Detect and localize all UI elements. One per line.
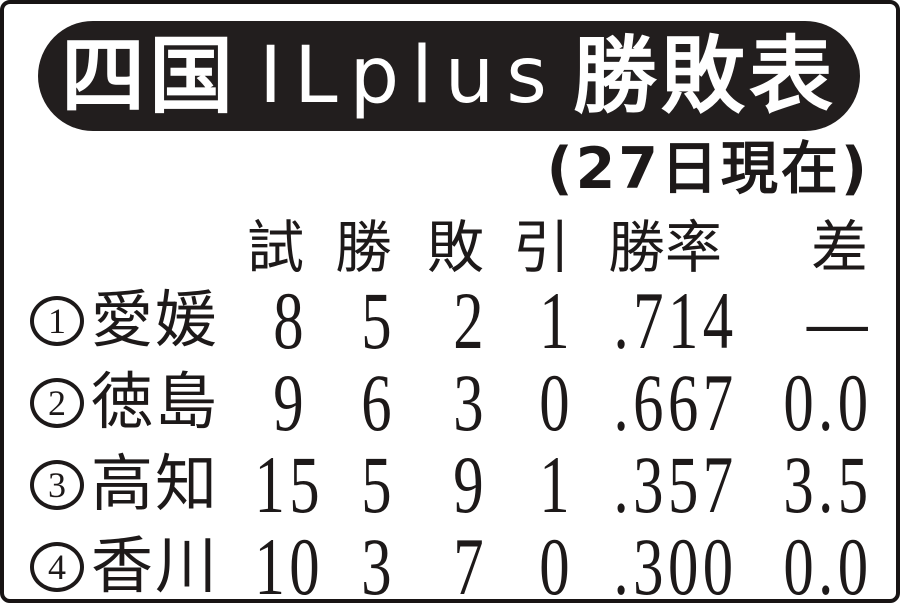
title-kanji-right: 勝敗表 xyxy=(572,27,837,125)
cell-pct: .714 xyxy=(613,275,738,366)
rank-badge: 1 xyxy=(30,296,84,346)
cell-draws: 1 xyxy=(539,439,574,530)
team-row-kochi: 3 高知 15 5 9 1 .357 3.5 xyxy=(30,444,868,526)
cell-losses: 7 xyxy=(453,521,488,603)
cell-draws: 0 xyxy=(539,357,574,448)
cell-wins: 3 xyxy=(361,521,396,603)
cell-games: 15 xyxy=(254,439,324,530)
cell-gb: 0.0 xyxy=(782,357,872,448)
title-latin: ILplus xyxy=(259,31,559,121)
rank-badge: 4 xyxy=(30,542,84,592)
rank-number: 3 xyxy=(48,465,66,505)
cell-pct: .357 xyxy=(613,439,738,530)
team-cell: 4 香川 xyxy=(30,526,230,601)
rank-number: 4 xyxy=(48,547,66,587)
col-header-losses: 敗 xyxy=(427,216,484,280)
cell-gb: 0.0 xyxy=(782,521,872,603)
col-header-games: 試 xyxy=(247,216,304,280)
team-cell: 3 高知 xyxy=(30,444,230,526)
team-cell: 1 愛媛 xyxy=(30,280,230,362)
cell-gb: — xyxy=(806,275,872,366)
team-name: 愛媛 xyxy=(91,287,220,355)
cell-gb: 3.5 xyxy=(782,439,872,530)
col-header-team xyxy=(30,216,230,280)
standings-table: 試 勝 敗 引 勝率 差 1 愛媛 8 5 2 1 .714 xyxy=(30,216,872,603)
col-header-gb: 差 xyxy=(811,216,868,280)
team-row-ehime: 1 愛媛 8 5 2 1 .714 — xyxy=(30,280,868,362)
col-header-wins: 勝 xyxy=(335,216,392,280)
cell-pct: .667 xyxy=(613,357,738,448)
cell-games: 8 xyxy=(273,275,308,366)
rank-badge: 2 xyxy=(30,378,84,428)
title-kanji-left: 四国 xyxy=(61,27,238,125)
cell-games: 9 xyxy=(273,357,308,448)
as-of-date: (27日現在) xyxy=(546,136,870,202)
team-name: 高知 xyxy=(91,451,220,519)
cell-draws: 0 xyxy=(539,521,574,603)
team-name: 香川 xyxy=(91,533,220,601)
cell-wins: 5 xyxy=(361,275,396,366)
rank-badge: 3 xyxy=(30,460,84,510)
team-cell: 2 徳島 xyxy=(30,362,230,444)
cell-losses: 3 xyxy=(453,357,488,448)
cell-losses: 2 xyxy=(453,275,488,366)
cell-draws: 1 xyxy=(539,275,574,366)
team-name: 徳島 xyxy=(91,369,220,437)
rank-number: 2 xyxy=(48,383,66,423)
header-row: 試 勝 敗 引 勝率 差 xyxy=(30,216,868,280)
cell-pct: .300 xyxy=(613,521,738,603)
team-row-kagawa: 4 香川 10 3 7 0 .300 0.0 xyxy=(30,521,872,603)
cell-wins: 5 xyxy=(361,439,396,530)
team-row-tokushima: 2 徳島 9 6 3 0 .667 0.0 xyxy=(30,362,868,444)
cell-losses: 9 xyxy=(453,439,488,530)
col-header-pct: 勝率 xyxy=(608,216,722,280)
cell-games: 10 xyxy=(254,521,324,603)
col-header-draws: 引 xyxy=(513,216,570,280)
cell-wins: 6 xyxy=(361,357,396,448)
rank-number: 1 xyxy=(48,301,66,341)
title-banner: 四国 ILplus 勝敗表 xyxy=(38,21,860,131)
